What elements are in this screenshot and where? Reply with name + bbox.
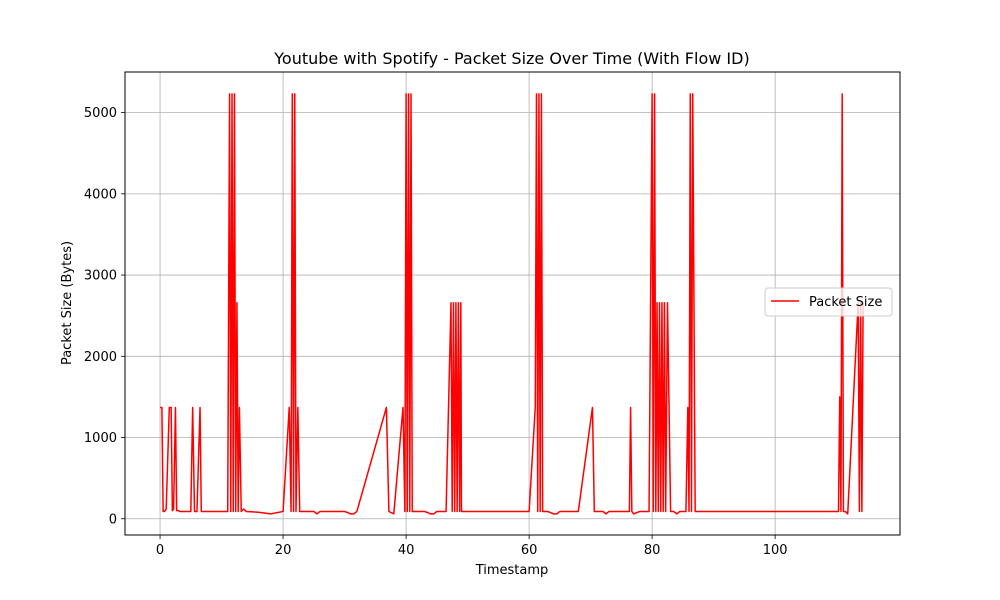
y-tick-label: 2000 bbox=[84, 350, 117, 365]
x-axis-ticks: 0 20 40 60 80 100 bbox=[156, 535, 788, 558]
x-tick-label: 0 bbox=[156, 543, 164, 558]
legend-box bbox=[764, 287, 893, 317]
legend-label-packet-size: Packet Size bbox=[809, 295, 882, 310]
x-axis-label: Timestamp bbox=[475, 563, 549, 578]
series-layer bbox=[160, 93, 864, 515]
y-tick-label: 5000 bbox=[84, 106, 117, 121]
series-line-packet-size bbox=[160, 93, 864, 515]
x-tick-label: 100 bbox=[763, 543, 788, 558]
y-tick-label: 1000 bbox=[84, 431, 117, 446]
axes-frame bbox=[124, 71, 901, 536]
x-tick-label: 60 bbox=[521, 543, 538, 558]
legend: Packet Size bbox=[764, 287, 893, 317]
x-tick-label: 80 bbox=[644, 543, 661, 558]
y-axis-label: Packet Size (Bytes) bbox=[60, 241, 75, 365]
y-tick-label: 4000 bbox=[84, 187, 117, 202]
x-tick-label: 20 bbox=[275, 543, 292, 558]
y-tick-label: 0 bbox=[109, 512, 117, 527]
x-tick-label: 40 bbox=[398, 543, 415, 558]
y-tick-label: 3000 bbox=[84, 269, 117, 284]
chart-title: Youtube with Spotify - Packet Size Over … bbox=[273, 49, 749, 68]
y-axis-ticks: 0 1000 2000 3000 4000 5000 bbox=[84, 106, 125, 527]
